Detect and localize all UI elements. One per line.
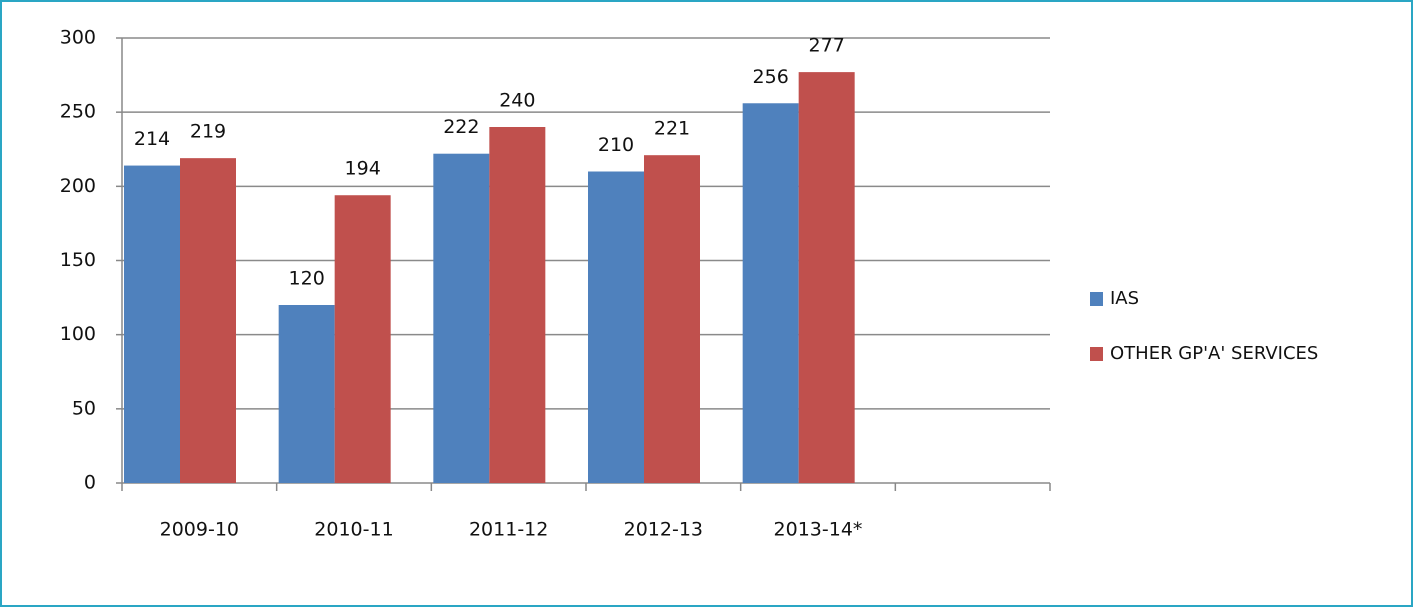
data-label: 277: [809, 35, 845, 57]
bar: [489, 127, 546, 483]
y-tick-label: 250: [60, 101, 96, 123]
legend-swatch: [1090, 347, 1103, 361]
legend-label: OTHER GP'A' SERVICES: [1110, 343, 1318, 364]
bar: [644, 155, 700, 483]
legend-swatch: [1090, 292, 1103, 306]
bar: [334, 195, 391, 483]
data-label: 222: [443, 116, 479, 138]
bar: [180, 158, 236, 483]
data-label: 120: [289, 268, 325, 290]
x-tick-label: 2011-12: [469, 519, 548, 541]
data-label: 221: [654, 118, 690, 140]
y-tick-label: 100: [60, 323, 96, 345]
x-tick-label: 2010-11: [314, 519, 393, 541]
legend-label: IAS: [1110, 288, 1139, 309]
x-tick-label: 2009-10: [160, 519, 239, 541]
bar: [433, 153, 490, 483]
y-tick-label: 0: [84, 472, 96, 494]
y-tick-label: 150: [60, 249, 96, 271]
bar: [798, 72, 855, 483]
bar: [588, 171, 644, 483]
data-label: 256: [753, 66, 789, 88]
y-tick-label: 300: [60, 27, 96, 49]
bar: [124, 165, 180, 484]
data-label: 240: [499, 90, 535, 112]
y-tick-label: 200: [60, 175, 96, 197]
y-tick-label: 50: [72, 397, 96, 419]
data-label: 210: [598, 134, 634, 156]
data-label: 194: [345, 158, 381, 180]
bar: [742, 103, 799, 484]
x-tick-label: 2012-13: [624, 519, 703, 541]
data-label: 219: [190, 121, 226, 143]
x-tick-label: 2013-14*: [774, 519, 863, 541]
data-label: 214: [134, 128, 170, 150]
bar: [278, 305, 335, 483]
